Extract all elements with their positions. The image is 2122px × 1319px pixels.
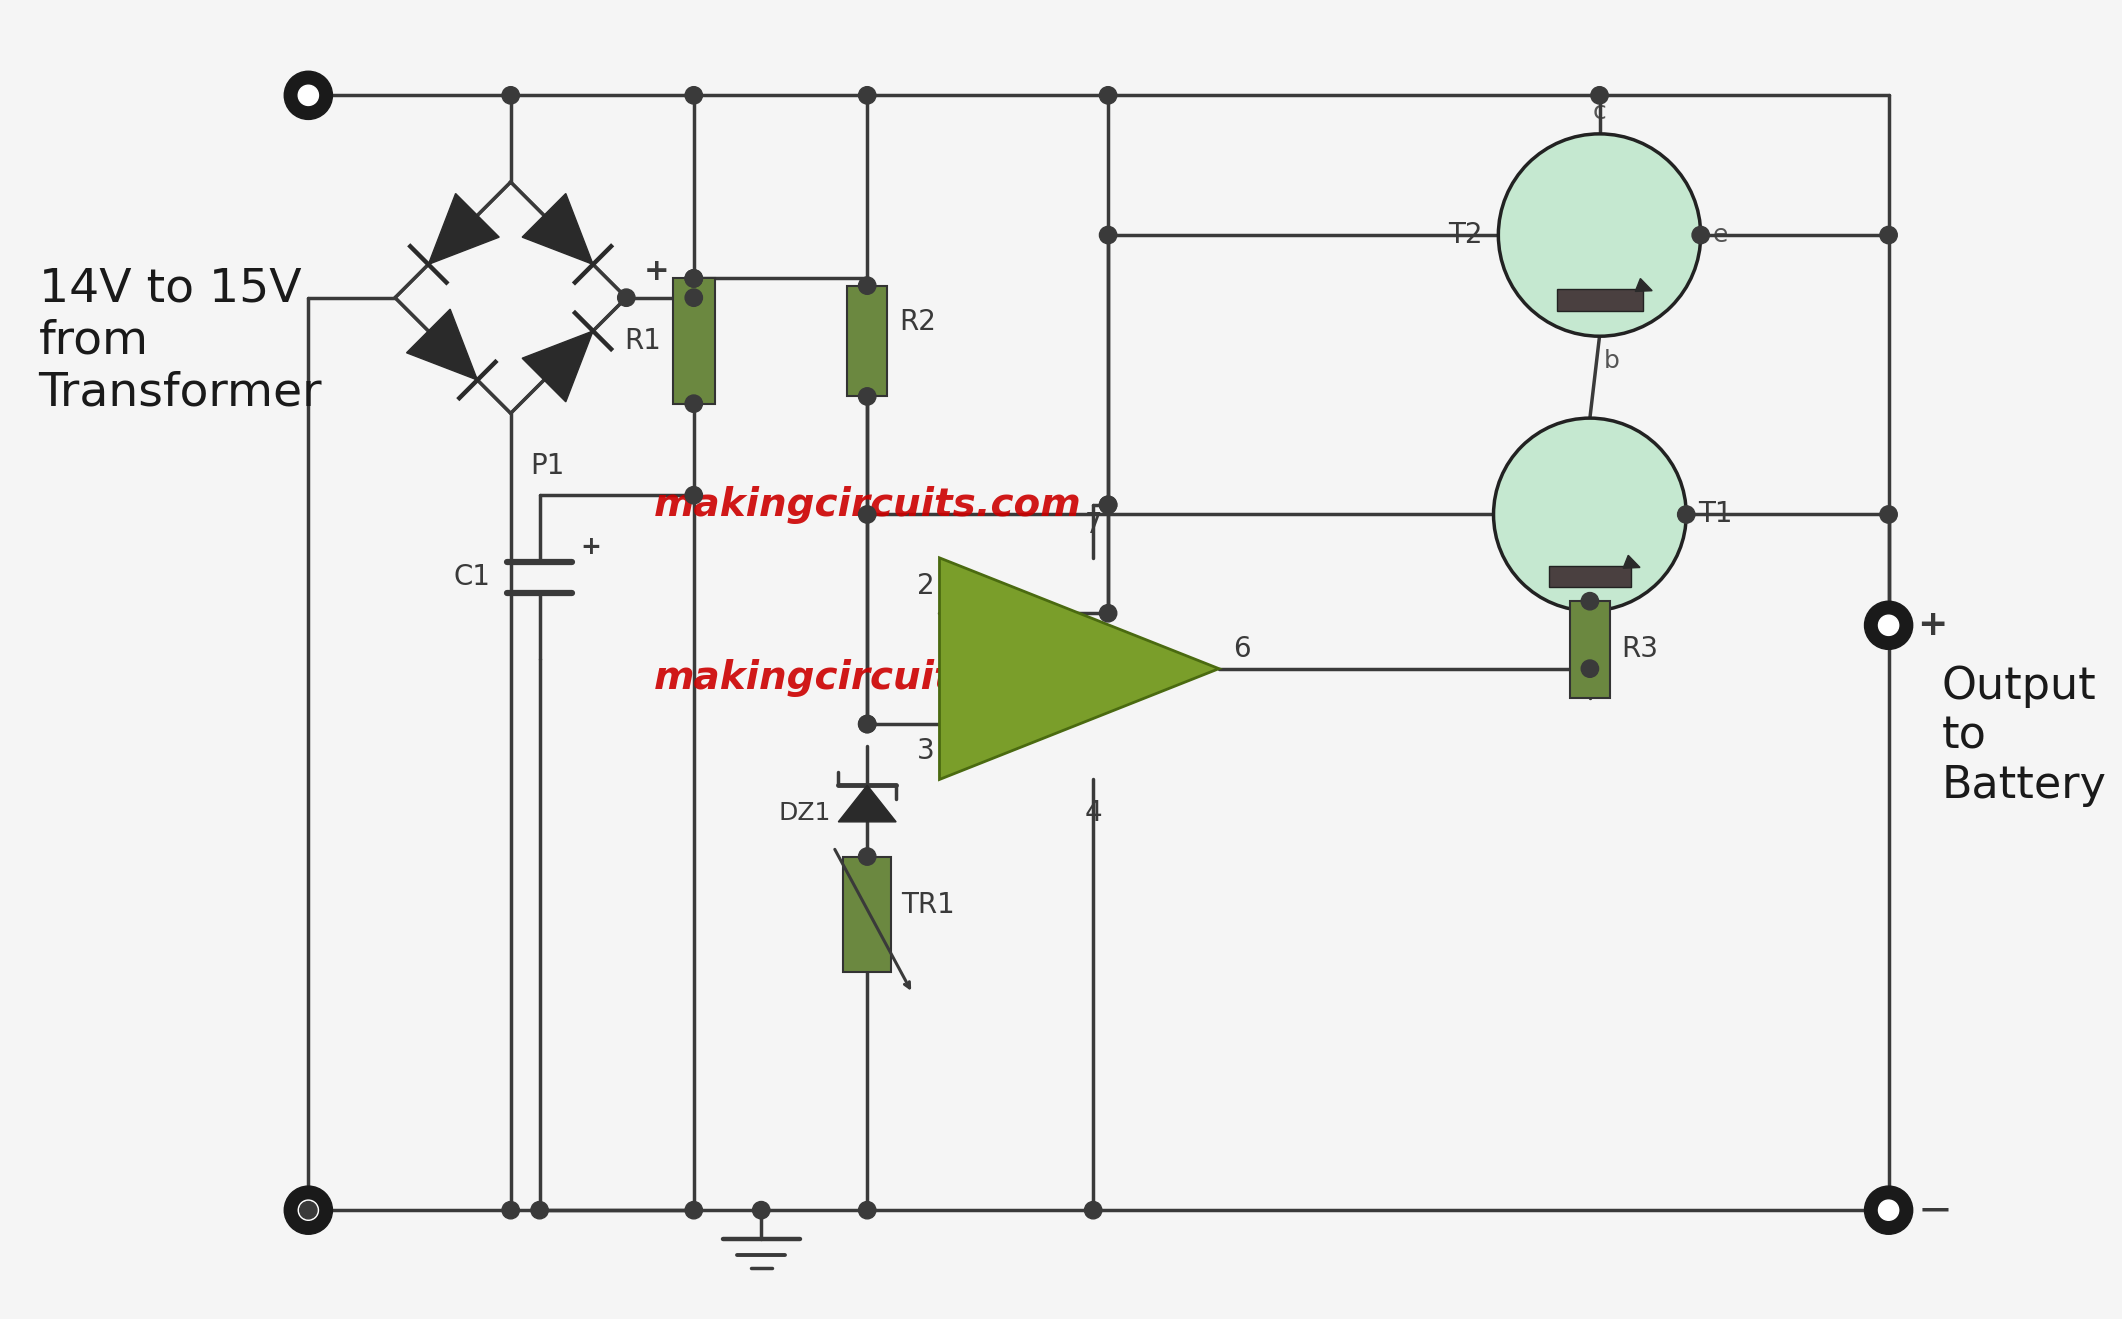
Circle shape [1592,87,1608,104]
Circle shape [859,388,876,405]
Circle shape [1865,1186,1912,1235]
Text: +: + [968,706,999,739]
Text: R1: R1 [624,327,662,355]
Text: e: e [1712,223,1727,247]
Circle shape [284,1186,333,1235]
Circle shape [1878,1200,1899,1220]
Text: R2: R2 [900,307,936,336]
Text: +: + [643,257,668,286]
Circle shape [1084,1202,1101,1219]
Bar [842,856,891,972]
Polygon shape [940,558,1218,780]
Circle shape [1679,505,1695,524]
Circle shape [1099,227,1116,244]
Text: +: + [579,536,601,559]
Circle shape [859,505,876,524]
Text: −: − [968,599,999,632]
Circle shape [859,848,876,865]
Polygon shape [407,309,477,380]
Text: 4: 4 [1084,799,1101,827]
Circle shape [1865,601,1912,649]
Bar [847,286,887,397]
Text: T1: T1 [1698,500,1732,529]
Text: −: − [1918,1190,1952,1231]
Text: 6: 6 [1233,636,1252,663]
Bar [1558,289,1642,311]
Circle shape [299,86,318,106]
Polygon shape [1636,278,1653,291]
Circle shape [1494,418,1687,611]
Text: C1: C1 [454,563,490,591]
Circle shape [685,270,702,288]
Text: TR1: TR1 [902,890,955,919]
Circle shape [685,87,702,104]
Text: 3: 3 [917,737,934,765]
Circle shape [1581,592,1598,609]
Circle shape [530,1202,547,1219]
Polygon shape [838,785,895,822]
Circle shape [299,1202,316,1219]
Circle shape [1498,133,1700,336]
Circle shape [859,87,876,104]
Text: c: c [1594,100,1606,124]
Text: IC 1: IC 1 [1074,669,1140,698]
Circle shape [685,394,702,413]
Circle shape [685,270,702,288]
Circle shape [859,1202,876,1219]
Text: 7: 7 [1084,510,1101,538]
Circle shape [1099,87,1116,104]
Circle shape [503,87,520,104]
Text: b: b [1604,348,1619,372]
Circle shape [1878,615,1899,636]
Circle shape [1691,227,1710,244]
Circle shape [1880,505,1897,524]
Polygon shape [429,194,499,264]
Circle shape [859,277,876,294]
Circle shape [284,71,333,120]
Circle shape [685,1202,702,1219]
Bar [673,278,715,404]
Text: R3: R3 [1621,636,1659,663]
Circle shape [618,289,634,306]
Circle shape [1099,496,1116,513]
Circle shape [299,1200,318,1220]
Text: 2: 2 [917,572,934,600]
Bar [1570,601,1611,698]
Polygon shape [1623,555,1640,568]
Circle shape [1880,227,1897,244]
Text: DZ1: DZ1 [779,801,830,826]
Text: makingcircuits.com: makingcircuits.com [654,485,1080,524]
Text: makingcircuits.com: makingcircuits.com [654,660,1080,698]
Circle shape [685,487,702,504]
Text: T2: T2 [1447,222,1483,249]
Polygon shape [522,331,592,402]
Circle shape [1099,604,1116,623]
Circle shape [1099,496,1116,513]
Text: Output
to
Battery: Output to Battery [1942,665,2107,807]
Circle shape [859,715,876,733]
Circle shape [503,1202,520,1219]
Circle shape [859,715,876,733]
Text: +: + [1918,608,1948,642]
Text: P1: P1 [530,452,564,480]
Circle shape [1581,660,1598,678]
Polygon shape [522,194,592,264]
Circle shape [753,1202,770,1219]
Bar [1549,566,1632,587]
Circle shape [685,289,702,306]
Text: 14V to 15V
from
Transformer: 14V to 15V from Transformer [38,266,323,415]
